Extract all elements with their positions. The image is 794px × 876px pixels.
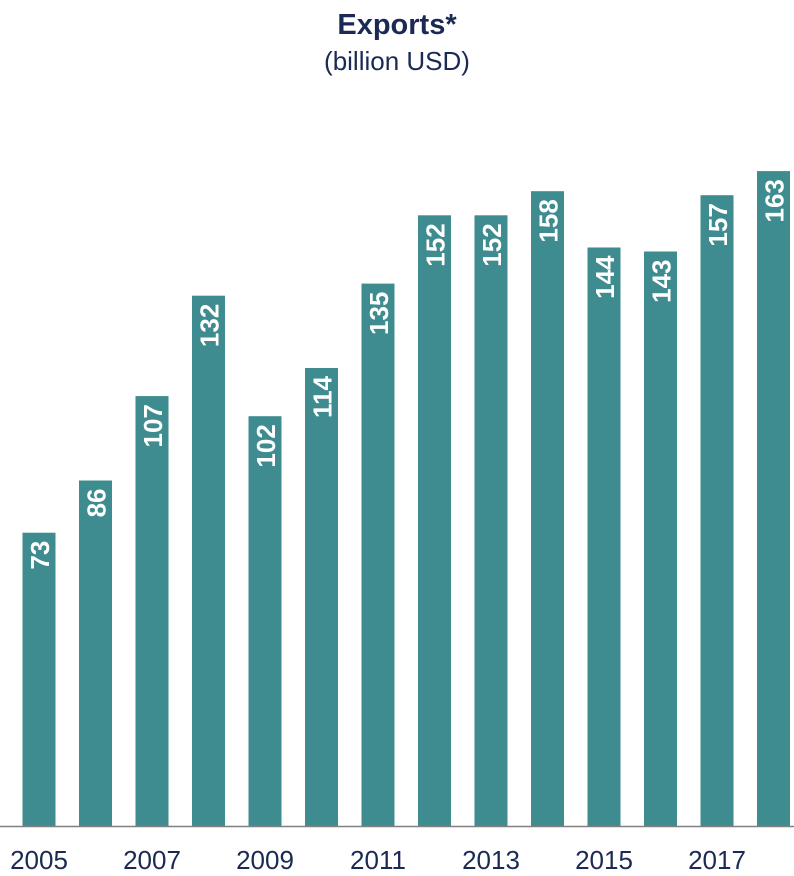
bar-2011 [361,283,395,827]
data-label-2005: 73 [25,541,55,570]
bar-2014 [531,191,564,826]
bar-2008 [192,295,225,826]
data-label-2009: 102 [251,424,281,467]
x-tick-label-2009: 2009 [236,845,294,875]
bar-2009 [248,416,282,826]
data-label-2012: 152 [421,223,451,266]
data-label-2015: 144 [590,255,620,299]
x-tick-label-2011: 2011 [350,845,406,875]
chart-title: Exports* [337,9,457,41]
bar-2013 [474,215,508,827]
bar-2015 [587,247,621,826]
x-tick-label-2017: 2017 [688,845,746,875]
data-label-2013: 152 [477,223,507,266]
chart-subtitle: (billion USD) [324,46,470,76]
data-label-2017: 157 [703,203,733,246]
x-tick-label-2007: 2007 [123,845,181,875]
bar-2017 [700,195,734,826]
bar-2016 [644,251,677,826]
data-label-2011: 135 [364,292,394,335]
bar-2018 [757,171,790,827]
bar-2005 [22,532,56,826]
data-label-2006: 86 [82,489,112,518]
data-label-2010: 114 [308,375,338,417]
data-label-2018: 163 [760,179,790,222]
data-label-2007: 107 [138,404,168,447]
x-tick-label-2005: 2005 [10,845,68,875]
bar-2007 [135,396,169,826]
bar-2006 [79,480,112,826]
bar-2012 [418,215,451,827]
data-label-2016: 143 [647,260,677,303]
bar-2010 [305,368,338,826]
data-label-2014: 158 [534,199,564,242]
x-tick-label-2013: 2013 [462,845,520,875]
data-label-2008: 132 [195,304,225,347]
x-tick-label-2015: 2015 [575,845,633,875]
